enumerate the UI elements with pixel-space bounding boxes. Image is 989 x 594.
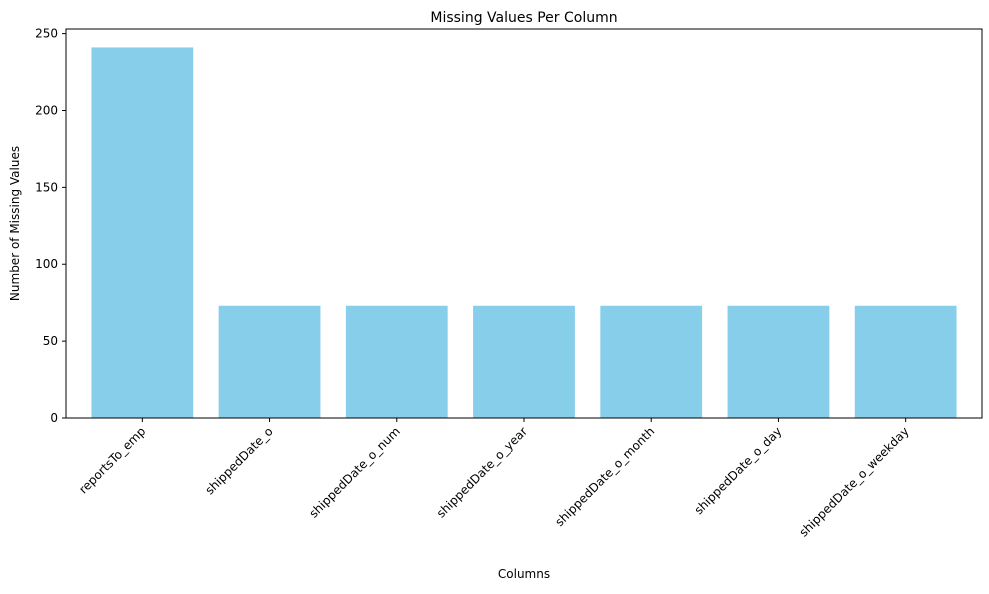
y-tick-label: 250 xyxy=(35,27,58,41)
bars-layer xyxy=(91,47,957,418)
y-tick-label: 50 xyxy=(43,334,58,348)
y-tick-label: 150 xyxy=(35,180,58,194)
x-axis-label: Columns xyxy=(498,567,550,581)
bar-shippedDate_o_day xyxy=(727,305,830,418)
plot-frame xyxy=(65,28,983,419)
chart-title: Missing Values Per Column xyxy=(430,10,617,26)
y-tick-label: 0 xyxy=(50,411,58,425)
y-tick-label: 100 xyxy=(35,257,58,271)
y-tick-label: 200 xyxy=(35,103,58,117)
bar-shippedDate_o_year xyxy=(473,305,575,418)
y-axis: 0 50 100 150 200 250 xyxy=(35,27,66,425)
bar-shippedDate_o xyxy=(218,305,321,418)
bar-shippedDate_o_weekday xyxy=(854,305,957,418)
bar-shippedDate_o_num xyxy=(345,305,448,418)
y-axis-label: Number of Missing Values xyxy=(8,146,22,301)
bar-reportsTo_emp xyxy=(91,47,194,418)
bar-shippedDate_o_month xyxy=(600,305,703,418)
